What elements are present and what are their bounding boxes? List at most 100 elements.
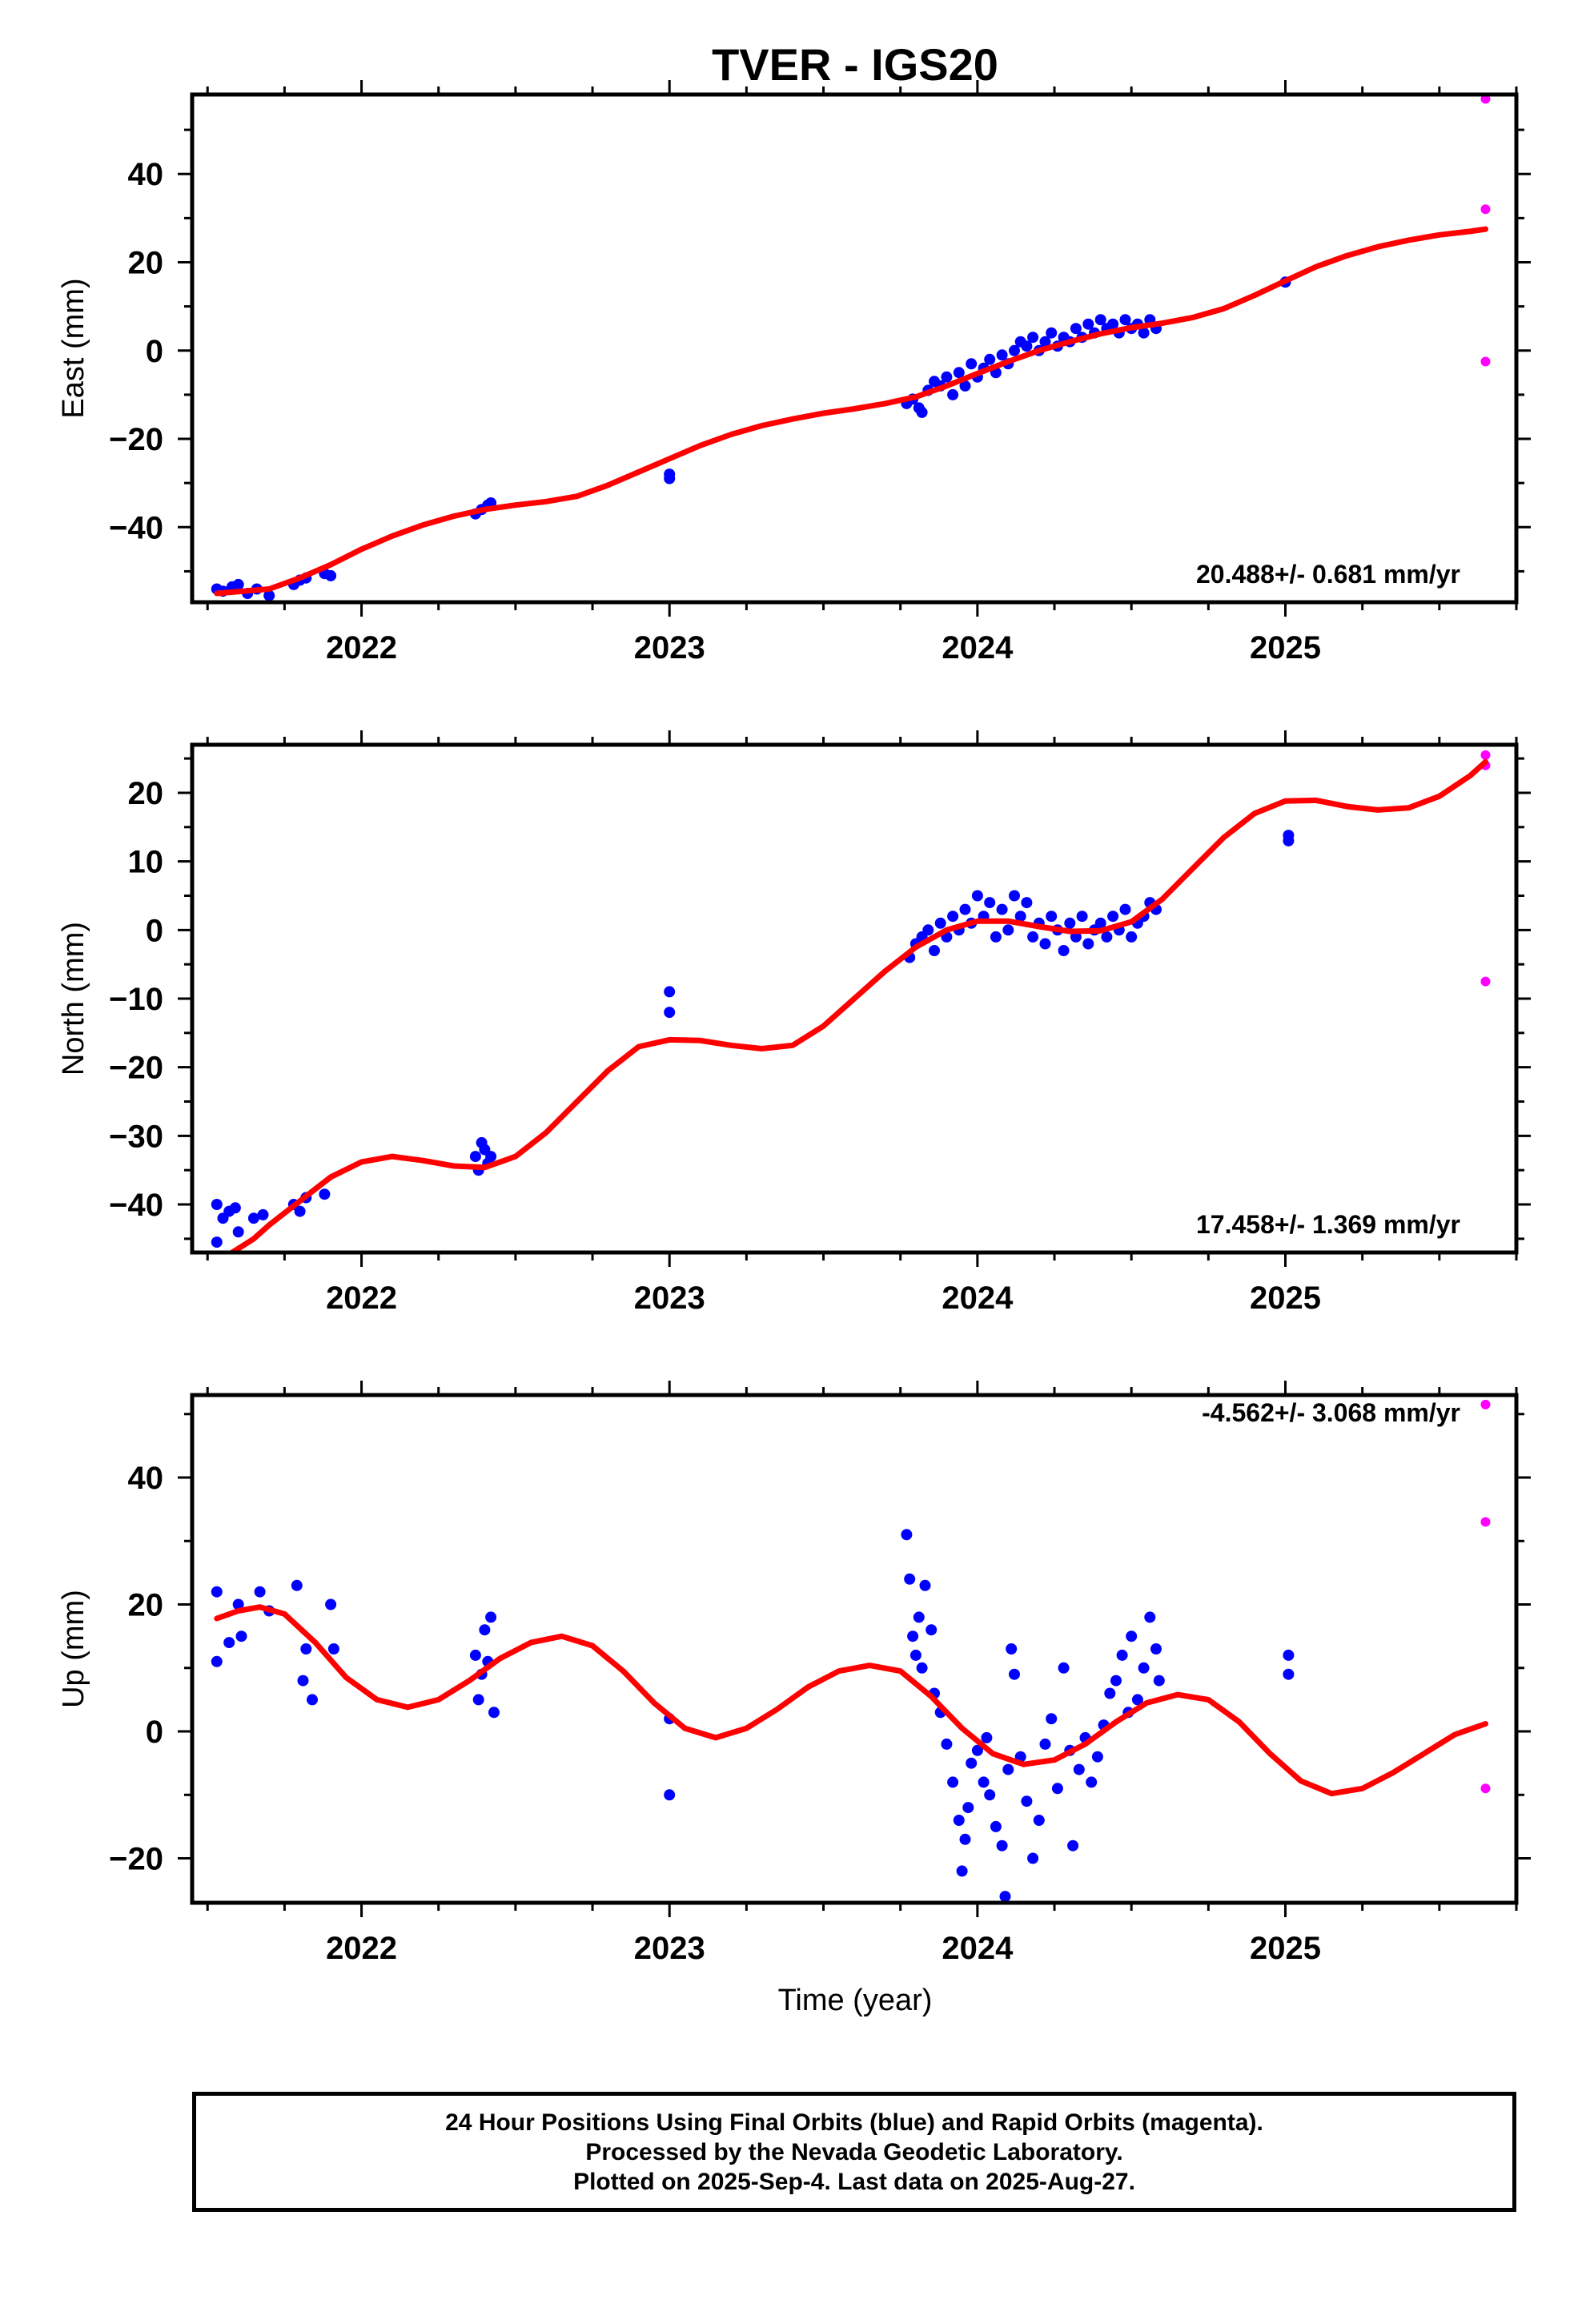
final-point	[1067, 1839, 1079, 1852]
final-point	[1058, 1662, 1070, 1674]
rapid-point	[1480, 356, 1491, 367]
rapid-point	[1480, 94, 1491, 104]
final-point	[229, 1202, 241, 1214]
rapid-point	[1480, 1517, 1491, 1527]
final-point	[294, 1205, 306, 1217]
y-axis-label: East (mm)	[57, 278, 90, 418]
final-point	[488, 1707, 500, 1719]
final-point	[664, 1007, 676, 1019]
x-tick-label: 2025	[1250, 1281, 1321, 1316]
final-point	[1116, 1649, 1128, 1661]
x-tick-label: 2024	[942, 1281, 1014, 1316]
final-point	[1009, 344, 1020, 356]
rate-label: -4.562+/- 3.068 mm/yr	[1202, 1398, 1460, 1427]
y-axis-label: Up (mm)	[57, 1590, 90, 1708]
final-point	[971, 1744, 983, 1756]
final-point	[1021, 1795, 1033, 1807]
rate-label: 20.488+/- 0.681 mm/yr	[1196, 560, 1460, 589]
final-point	[901, 1529, 913, 1541]
final-point	[232, 1598, 244, 1610]
final-point	[1110, 1675, 1122, 1687]
final-point	[934, 917, 946, 929]
y-tick-label: −30	[109, 1119, 163, 1154]
y-tick-label: 40	[128, 1461, 164, 1496]
final-point	[907, 1630, 919, 1642]
final-point	[211, 1199, 223, 1210]
final-point	[1027, 332, 1039, 344]
final-point	[916, 406, 928, 418]
final-point	[235, 1630, 247, 1642]
final-point	[247, 1212, 259, 1224]
final-point	[1131, 1694, 1143, 1706]
final-point	[211, 1586, 223, 1598]
final-point	[959, 903, 971, 915]
x-tick-label: 2025	[1250, 1931, 1321, 1966]
final-point	[223, 1637, 235, 1649]
y-tick-label: 20	[128, 776, 164, 811]
final-point	[981, 1731, 993, 1743]
final-point	[1046, 1713, 1058, 1725]
final-point	[1039, 336, 1051, 348]
final-point	[469, 1649, 481, 1661]
final-point	[1021, 897, 1033, 909]
footer-line-3: Plotted on 2025-Sep-4. Last data on 2025…	[573, 2168, 1135, 2195]
rapid-point	[1480, 750, 1491, 760]
final-point	[325, 1598, 337, 1610]
final-point	[919, 1579, 931, 1591]
x-tick-label: 2024	[942, 1931, 1014, 1966]
final-point	[1144, 1611, 1156, 1623]
rate-label: 17.458+/- 1.369 mm/yr	[1196, 1210, 1460, 1239]
x-tick-label: 2023	[634, 1281, 705, 1316]
final-point	[1150, 1643, 1162, 1655]
final-point	[1073, 1763, 1085, 1775]
final-point	[485, 1611, 497, 1623]
final-point	[1046, 327, 1058, 339]
final-point	[1046, 911, 1058, 923]
chart-title: TVER - IGS20	[712, 39, 998, 90]
y-tick-label: −20	[109, 1051, 163, 1086]
final-point	[1283, 830, 1295, 842]
final-point	[1014, 911, 1026, 923]
final-point	[990, 1820, 1002, 1832]
y-tick-label: −10	[109, 982, 163, 1017]
x-tick-label: 2025	[1250, 630, 1321, 665]
final-point	[1119, 314, 1131, 326]
final-point	[966, 358, 978, 370]
final-point	[1009, 890, 1020, 902]
final-point	[469, 1151, 481, 1163]
x-tick-label: 2023	[634, 630, 705, 665]
final-point	[959, 380, 971, 392]
final-point	[1051, 1783, 1063, 1795]
final-point	[984, 897, 996, 909]
final-point	[978, 1776, 990, 1788]
x-tick-label: 2024	[942, 630, 1014, 665]
rapid-point	[1480, 976, 1491, 987]
final-point	[984, 353, 996, 365]
final-point	[909, 1649, 921, 1661]
final-point	[922, 924, 934, 936]
final-point	[1058, 945, 1070, 956]
final-point	[1153, 1675, 1165, 1687]
final-point	[947, 388, 959, 400]
final-point	[211, 1236, 223, 1248]
panel-1: 2022 2023 2024 2025 −40 −30 −20 −10 0 10 20 North (…	[57, 730, 1531, 1316]
final-point	[211, 1655, 223, 1667]
final-point	[953, 1815, 965, 1826]
final-point	[953, 367, 965, 379]
final-point	[232, 578, 244, 590]
final-point	[941, 1738, 953, 1750]
final-point	[916, 1662, 928, 1674]
final-point	[1039, 1738, 1051, 1750]
final-point	[956, 1865, 968, 1877]
final-point	[996, 1839, 1008, 1852]
final-point	[926, 1624, 938, 1636]
final-point	[984, 1789, 996, 1801]
final-point	[1009, 1668, 1020, 1680]
panel-0: 2022 2023 2024 2025 −40 −20 0 20 40 East (mm) 20.4…	[57, 80, 1531, 665]
panel-frame	[190, 742, 1519, 1255]
x-tick-label: 2022	[326, 1931, 397, 1966]
final-point	[291, 1579, 303, 1591]
final-point	[1138, 1662, 1150, 1674]
x-tick-label: 2022	[326, 630, 397, 665]
final-point	[485, 1151, 497, 1163]
